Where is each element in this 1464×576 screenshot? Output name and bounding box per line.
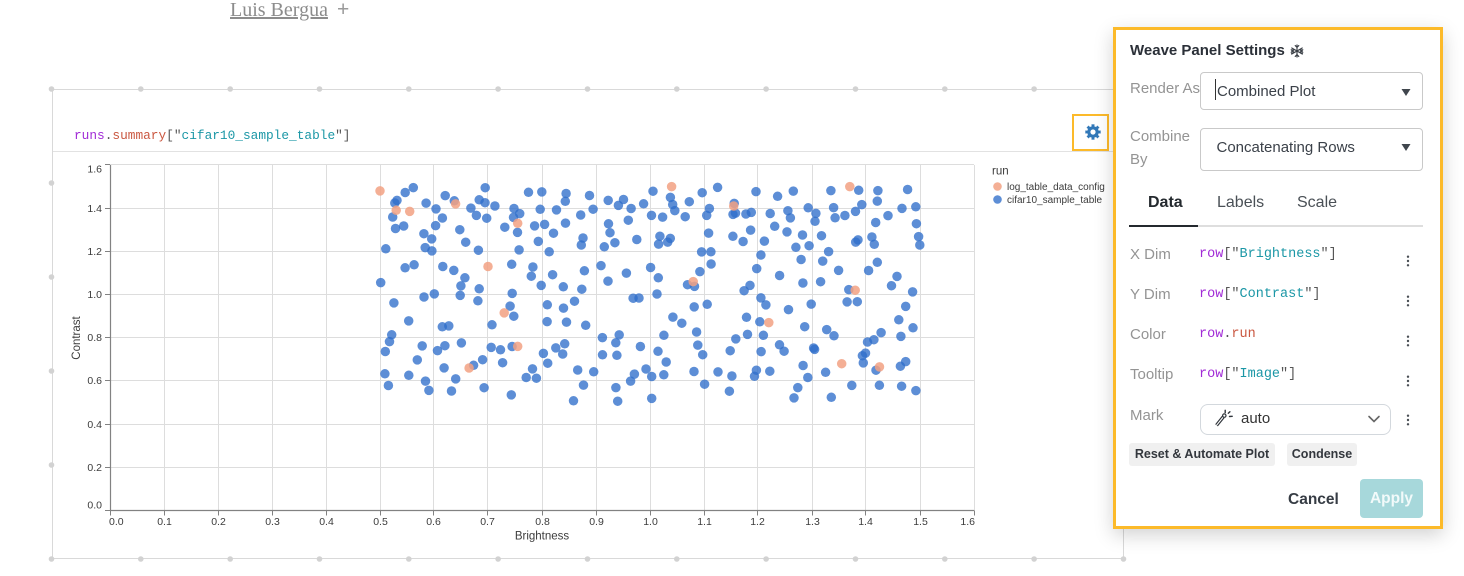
svg-text:Brightness: Brightness [515,531,570,543]
svg-text:cifar10_sample_table: cifar10_sample_table [1007,195,1102,206]
svg-text:1.2: 1.2 [750,516,765,528]
svg-text:0.2: 0.2 [87,462,102,474]
svg-text:Contrast: Contrast [71,315,83,359]
svg-text:0.3: 0.3 [265,516,280,528]
svg-text:1.2: 1.2 [87,246,102,258]
svg-text:0.2: 0.2 [211,516,226,528]
svg-text:1.4: 1.4 [87,203,102,215]
svg-text:1.5: 1.5 [913,516,928,528]
svg-text:1.4: 1.4 [858,516,873,528]
svg-text:0.7: 0.7 [480,516,495,528]
svg-text:1.1: 1.1 [697,516,712,528]
svg-text:0.8: 0.8 [535,516,550,528]
svg-text:0.0: 0.0 [87,500,102,512]
svg-text:0.5: 0.5 [373,516,388,528]
svg-text:0.1: 0.1 [157,516,172,528]
svg-text:log_table_data_config: log_table_data_config [1007,182,1105,193]
svg-text:1.0: 1.0 [643,516,658,528]
svg-text:1.6: 1.6 [960,516,975,528]
svg-text:0.6: 0.6 [87,375,102,387]
svg-text:0.9: 0.9 [589,516,604,528]
svg-text:0.6: 0.6 [426,516,441,528]
svg-text:0.0: 0.0 [109,516,124,528]
svg-text:1.0: 1.0 [87,289,102,301]
svg-text:0.8: 0.8 [87,332,102,344]
svg-text:1.6: 1.6 [87,164,102,176]
svg-text:1.3: 1.3 [805,516,820,528]
svg-text:0.4: 0.4 [319,516,334,528]
svg-text:run: run [992,166,1009,178]
svg-text:0.4: 0.4 [87,419,102,431]
